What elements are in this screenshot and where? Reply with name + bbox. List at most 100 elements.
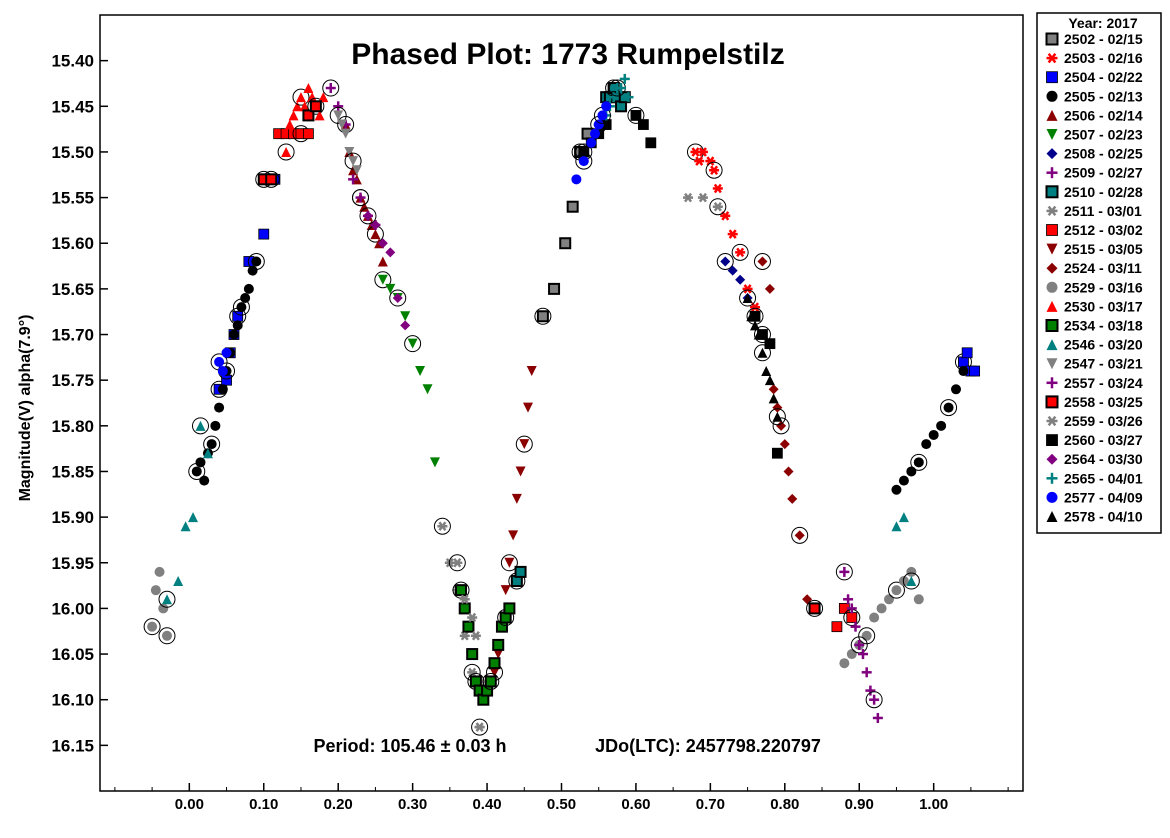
data-point: [943, 402, 954, 413]
data-point: [504, 557, 515, 568]
data-point: [474, 722, 485, 732]
data-point: [566, 200, 579, 213]
data-point: [593, 119, 604, 130]
data-point: [240, 293, 251, 304]
data-point: [846, 649, 857, 660]
data-point: [484, 675, 497, 688]
ltc-highlight-ring: [753, 344, 771, 362]
data-point: [586, 137, 597, 148]
legend-entry: 2558 - 03/25: [1064, 394, 1143, 410]
y-tick-label: 16.15: [51, 736, 94, 755]
data-point: [969, 365, 981, 377]
legend-marker: [1046, 377, 1058, 389]
data-point: [161, 630, 172, 641]
data-point: [281, 146, 292, 157]
data-point: [764, 375, 775, 386]
data-point: [228, 329, 239, 340]
x-tick-label: 0.90: [845, 796, 874, 813]
data-point: [236, 302, 247, 313]
data-point: [400, 311, 411, 322]
y-tick-label: 15.85: [51, 462, 94, 481]
data-point: [462, 620, 475, 633]
data-point: [619, 73, 630, 84]
data-point: [768, 393, 779, 404]
data-point: [597, 110, 608, 121]
legend-marker: [1046, 511, 1058, 522]
ltc-highlight-ring: [471, 718, 489, 736]
data-point: [645, 137, 657, 149]
data-point: [355, 192, 366, 203]
y-axis-label: Magnitude(V) alpha(7.9°): [17, 315, 34, 502]
ltc-highlight-ring: [705, 161, 723, 179]
y-tick-label: 15.50: [51, 143, 94, 162]
data-point: [928, 429, 939, 440]
data-point: [459, 631, 470, 641]
ltc-highlight-ring: [277, 143, 295, 161]
data-point: [370, 229, 381, 240]
y-tick-label: 15.55: [51, 189, 94, 208]
data-point: [500, 585, 511, 596]
ltc-highlight-ring: [627, 106, 645, 124]
data-point: [854, 639, 865, 650]
data-point: [869, 694, 880, 705]
ltc-highlight-ring: [709, 198, 727, 216]
data-point: [422, 384, 433, 395]
data-point: [735, 247, 746, 258]
data-point: [385, 283, 396, 294]
y-tick-label: 15.95: [51, 554, 94, 573]
ltc-highlight-ring: [203, 435, 221, 453]
legend-entry: 2515 - 03/05: [1064, 241, 1143, 257]
data-point: [221, 347, 232, 358]
ltc-highlight-ring: [191, 417, 209, 435]
data-point: [299, 101, 310, 112]
legend-marker: [1046, 71, 1058, 84]
y-tick-label: 15.40: [51, 52, 94, 71]
data-point: [195, 457, 206, 468]
data-point: [292, 101, 303, 112]
legend-entry: 2508 - 02/25: [1064, 146, 1143, 162]
legend-marker: [1046, 167, 1058, 179]
data-point: [898, 475, 909, 486]
data-point: [787, 493, 798, 504]
ltc-highlight-ring: [768, 408, 786, 426]
data-point: [891, 484, 902, 495]
data-point: [180, 521, 191, 532]
x-tick-label: 0.10: [249, 796, 278, 813]
legend-marker: [1046, 129, 1058, 140]
y-tick-label: 15.80: [51, 417, 94, 436]
data-point: [377, 238, 388, 249]
ltc-highlight-ring: [247, 252, 265, 270]
data-point: [147, 621, 158, 632]
legend-entry: 2565 - 04/01: [1064, 470, 1143, 486]
data-point: [608, 92, 619, 103]
data-point: [637, 119, 649, 130]
data-point: [589, 128, 600, 139]
data-point: [616, 83, 627, 94]
data-point: [295, 92, 306, 103]
data-point: [578, 146, 590, 158]
data-point: [199, 475, 210, 486]
ltc-highlight-ring: [404, 335, 422, 353]
legend-entry: 2510 - 02/28: [1064, 184, 1143, 200]
data-point: [493, 649, 504, 660]
data-point: [843, 594, 854, 605]
data-point: [251, 256, 262, 267]
data-point: [872, 712, 883, 723]
data-point: [831, 621, 843, 633]
ltc-highlight-ring: [575, 152, 593, 170]
data-point: [958, 356, 969, 368]
legend-marker: [1046, 281, 1058, 293]
ltc-highlight-ring: [322, 79, 340, 97]
data-point: [958, 366, 969, 377]
data-point: [284, 119, 295, 130]
data-point: [492, 638, 505, 651]
data-point: [191, 466, 202, 477]
ltc-highlight-ring: [307, 97, 325, 115]
legend-marker: [1046, 243, 1058, 255]
data-point: [265, 173, 278, 186]
data-point: [808, 602, 821, 615]
data-point: [921, 439, 932, 450]
data-point: [348, 174, 359, 185]
legend: Year: 2017 2502 - 02/15 2503 - 02/16 2504 …: [1036, 12, 1162, 534]
